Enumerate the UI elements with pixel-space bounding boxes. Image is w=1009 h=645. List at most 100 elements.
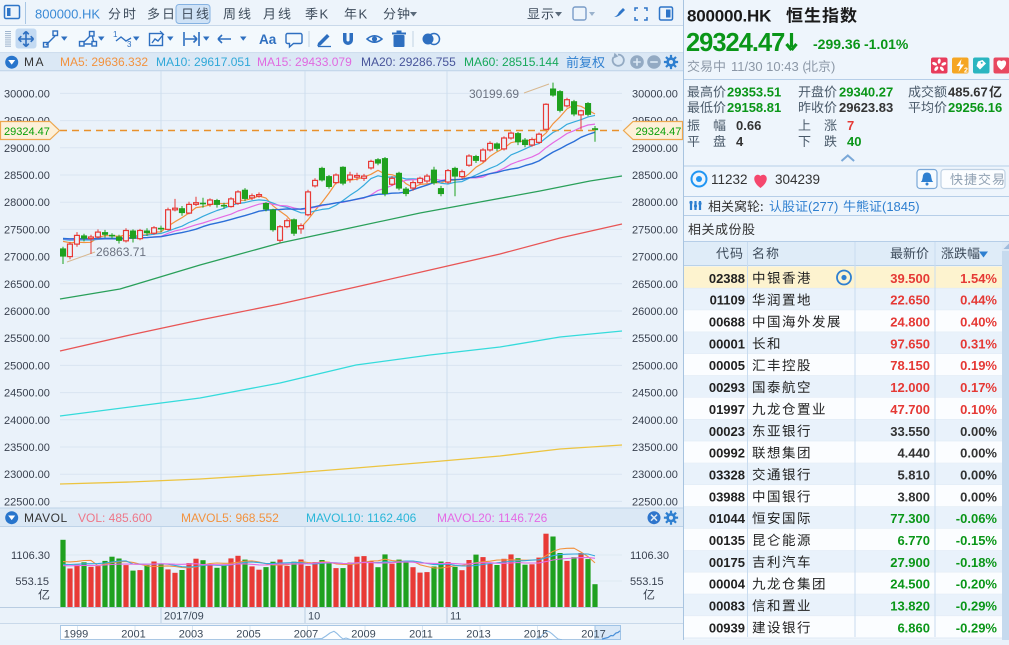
svg-text:11232: 11232 [711, 172, 748, 187]
svg-text:2009: 2009 [351, 629, 375, 641]
svg-text:0.17%: 0.17% [960, 380, 997, 395]
svg-text:00992: 00992 [709, 446, 745, 461]
svg-text:3.800: 3.800 [897, 489, 930, 504]
svg-text:23500.00: 23500.00 [4, 442, 50, 454]
svg-text:5.810: 5.810 [897, 467, 930, 482]
svg-text:40: 40 [847, 134, 861, 149]
svg-text:12.000: 12.000 [890, 380, 930, 395]
svg-text:00005: 00005 [709, 358, 745, 373]
svg-text:MA10: 29617.051: MA10: 29617.051 [156, 55, 251, 69]
svg-text:-0.06%: -0.06% [956, 511, 998, 526]
svg-text:29000.00: 29000.00 [4, 143, 50, 155]
svg-text:26000.00: 26000.00 [632, 306, 678, 318]
svg-text:2007: 2007 [294, 629, 318, 641]
svg-text:24500.00: 24500.00 [4, 388, 50, 400]
svg-text:29340.27: 29340.27 [839, 85, 893, 100]
svg-text:553.15: 553.15 [630, 576, 664, 588]
svg-text:2005: 2005 [236, 629, 260, 641]
svg-text:29256.16: 29256.16 [948, 100, 1002, 115]
svg-text:7: 7 [847, 118, 854, 133]
svg-text:26500.00: 26500.00 [632, 279, 678, 291]
svg-text:29324.47: 29324.47 [636, 126, 682, 138]
svg-text:30199.69: 30199.69 [469, 87, 519, 101]
svg-text:00023: 00023 [709, 424, 745, 439]
svg-text:2013: 2013 [466, 629, 490, 641]
svg-text:27000.00: 27000.00 [632, 252, 678, 264]
svg-text:24.800: 24.800 [890, 315, 930, 330]
svg-text:304239: 304239 [775, 172, 820, 187]
svg-text:39.500: 39.500 [890, 271, 930, 286]
svg-text:27000.00: 27000.00 [4, 252, 50, 264]
svg-text:33.550: 33.550 [890, 424, 930, 439]
svg-text:MA: MA [24, 55, 45, 69]
svg-text:4.440: 4.440 [897, 446, 930, 461]
svg-text:03328: 03328 [709, 467, 745, 482]
svg-text:2001: 2001 [121, 629, 145, 641]
svg-text:00135: 00135 [709, 533, 745, 548]
svg-text:K: K [320, 7, 329, 22]
svg-text:22500.00: 22500.00 [4, 496, 50, 508]
svg-text:0.44%: 0.44% [960, 293, 997, 308]
svg-text:1106.30: 1106.30 [11, 550, 50, 562]
svg-text:4: 4 [736, 134, 744, 149]
svg-text:Aa: Aa [259, 32, 277, 47]
svg-text:2017/09: 2017/09 [164, 611, 204, 623]
svg-text:30000.00: 30000.00 [4, 88, 50, 100]
svg-text:-0.20%: -0.20% [956, 577, 998, 592]
svg-text:23000.00: 23000.00 [4, 469, 50, 481]
svg-text:0.00%: 0.00% [960, 424, 997, 439]
svg-text:27500.00: 27500.00 [632, 224, 678, 236]
svg-text:2: 2 [964, 68, 968, 75]
svg-text:24500.00: 24500.00 [632, 388, 678, 400]
svg-text:MA60: 28515.144: MA60: 28515.144 [464, 55, 559, 69]
svg-text:25500.00: 25500.00 [632, 333, 678, 345]
svg-text:2011: 2011 [409, 629, 433, 641]
svg-text:MA15: 29433.079: MA15: 29433.079 [257, 55, 352, 69]
svg-text:2017: 2017 [581, 629, 605, 641]
svg-text:1999: 1999 [64, 629, 88, 641]
svg-text:0.31%: 0.31% [960, 336, 997, 351]
svg-text:28000.00: 28000.00 [632, 197, 678, 209]
svg-text:29158.81: 29158.81 [727, 100, 781, 115]
svg-text:26500.00: 26500.00 [4, 279, 50, 291]
svg-text:11/30 10:43 (: 11/30 10:43 ( [731, 59, 807, 74]
svg-text:47.700: 47.700 [890, 402, 930, 417]
svg-text:3: 3 [127, 40, 132, 49]
svg-text:1: 1 [113, 30, 118, 39]
svg-text:11: 11 [450, 611, 461, 623]
svg-text:0.40%: 0.40% [960, 315, 997, 330]
svg-text:00001: 00001 [709, 336, 745, 351]
svg-text:00004: 00004 [709, 577, 746, 592]
svg-text:01044: 01044 [709, 511, 746, 526]
svg-text:-299.36: -299.36 [813, 36, 861, 52]
svg-text:800000.HK: 800000.HK [687, 7, 772, 26]
svg-text:26000.00: 26000.00 [4, 306, 50, 318]
svg-text:0.66: 0.66 [736, 118, 761, 133]
svg-text:1.54%: 1.54% [960, 271, 997, 286]
svg-text:-0.29%: -0.29% [956, 620, 998, 635]
svg-text:VOL: 485.600: VOL: 485.600 [78, 511, 152, 525]
svg-text:29324.47: 29324.47 [686, 29, 785, 57]
svg-text:2003: 2003 [179, 629, 203, 641]
svg-text:-0.18%: -0.18% [956, 555, 998, 570]
svg-text:22500.00: 22500.00 [632, 496, 678, 508]
svg-text:27.900: 27.900 [890, 555, 930, 570]
svg-text:13.820: 13.820 [890, 599, 930, 614]
svg-text:553.15: 553.15 [15, 576, 49, 588]
svg-text:01109: 01109 [710, 293, 745, 308]
svg-text:25000.00: 25000.00 [632, 360, 678, 372]
svg-text:10: 10 [308, 611, 320, 623]
svg-text:77.300: 77.300 [890, 511, 930, 526]
svg-text:26863.71: 26863.71 [96, 245, 146, 259]
svg-text:25000.00: 25000.00 [4, 360, 50, 372]
svg-text:-0.29%: -0.29% [956, 599, 998, 614]
svg-text:K: K [359, 7, 368, 22]
svg-text:800000.HK: 800000.HK [35, 7, 100, 22]
svg-text:6.860: 6.860 [897, 620, 930, 635]
svg-text:0.00%: 0.00% [960, 489, 997, 504]
svg-text:(1845): (1845) [882, 199, 920, 214]
svg-text:23500.00: 23500.00 [632, 442, 678, 454]
svg-text:MAVOL: MAVOL [24, 511, 68, 525]
svg-text:-0.15%: -0.15% [956, 533, 998, 548]
svg-text:MAVOL20: 1146.726: MAVOL20: 1146.726 [437, 511, 548, 525]
